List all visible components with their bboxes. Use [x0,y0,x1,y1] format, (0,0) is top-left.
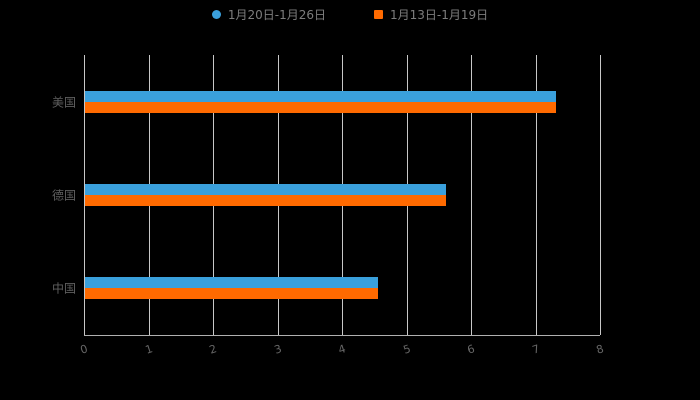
bar-blue [85,277,379,289]
y-category-label: 中国 [51,281,76,296]
legend-square-marker-icon [374,10,383,19]
bar-blue [85,184,447,195]
x-tick-label: 3 [272,342,283,357]
legend-label: 1月20日-1月26日 [227,8,326,22]
legend-label: 1月13日-1月19日 [390,8,489,22]
gridline [471,55,472,335]
gridline [600,55,601,335]
x-tick-label: 4 [336,342,348,357]
bar-orange [85,288,379,300]
x-tick-label: 7 [530,342,541,357]
x-tick-label: 6 [465,342,477,357]
bar-blue [85,90,556,102]
gridline [84,55,85,335]
legend-item-week1[interactable]: 1月13日-1月19日 [374,6,488,23]
x-tick-label: 0 [78,342,90,357]
x-tick-label: 1 [143,342,154,357]
legend: 1月20日-1月26日 1月13日-1月19日 [0,6,700,23]
legend-circle-marker-icon [211,10,221,19]
legend-item-week2[interactable]: 1月20日-1月26日 [211,6,326,23]
x-tick-label: 8 [594,342,606,357]
bar-orange [85,195,447,206]
x-axis-line [84,335,600,336]
y-category-label: 德国 [51,188,76,203]
x-tick-label: 5 [401,342,412,357]
gridline [535,55,537,335]
y-category-label: 美国 [51,95,76,110]
x-tick-label: 2 [207,342,219,357]
bar-orange [85,101,556,113]
